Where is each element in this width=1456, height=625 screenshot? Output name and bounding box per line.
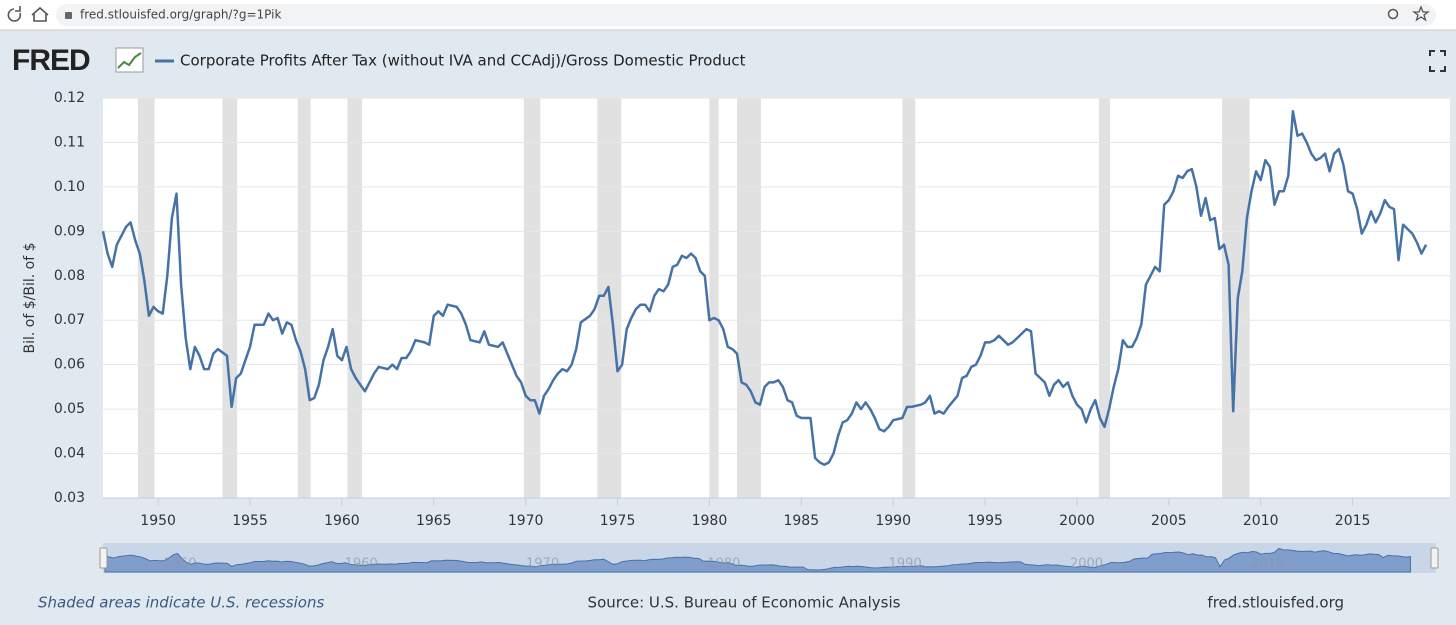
x-tick-label: 1975 xyxy=(600,513,636,529)
navigator-tick-label: 1980 xyxy=(707,557,740,572)
x-tick-label: 1970 xyxy=(508,513,544,529)
navigator-area xyxy=(104,547,1411,573)
recession-band xyxy=(902,98,916,498)
y-tick-label: 0.11 xyxy=(54,134,85,150)
navigator-tick-label: 1990 xyxy=(889,557,922,572)
navigator-tick-label: 2010 xyxy=(1251,557,1284,572)
navigator-tick-label: 2000 xyxy=(1070,557,1103,572)
footer-note: Shaded areas indicate U.S. recessions xyxy=(38,594,324,612)
footer-site[interactable]: fred.stlouisfed.org xyxy=(1207,594,1344,612)
y-tick-label: 0.03 xyxy=(54,490,85,506)
x-tick-label: 1990 xyxy=(875,513,911,529)
recession-band xyxy=(297,98,311,498)
recession-band xyxy=(1099,98,1111,498)
y-tick-label: 0.09 xyxy=(54,223,85,239)
footer-source: Source: U.S. Bureau of Economic Analysis xyxy=(588,594,901,612)
legend-label: Corporate Profits After Tax (without IVA… xyxy=(180,52,746,70)
x-tick-label: 1960 xyxy=(324,513,360,529)
x-tick-label: 2005 xyxy=(1151,513,1187,529)
fullscreen-icon[interactable] xyxy=(1429,50,1446,72)
x-tick-label: 1995 xyxy=(967,513,1003,529)
x-tick-label: 1980 xyxy=(692,513,728,529)
x-tick-label: 1955 xyxy=(232,513,268,529)
recession-band xyxy=(736,98,761,498)
recession-band xyxy=(523,98,541,498)
home-icon[interactable] xyxy=(31,6,49,22)
x-tick-label: 2015 xyxy=(1335,513,1371,529)
y-tick-label: 0.08 xyxy=(54,268,85,284)
x-tick-label: 2010 xyxy=(1243,513,1279,529)
recession-band xyxy=(347,98,363,498)
reload-icon[interactable] xyxy=(7,6,22,22)
y-tick-label: 0.12 xyxy=(54,90,85,106)
url: fred.stlouisfed.org/graph/?g=1Pik xyxy=(80,8,281,22)
address-bar[interactable] xyxy=(56,4,1436,26)
zoom-icon[interactable] xyxy=(1387,8,1399,20)
y-axis-label: Bil. of $/Bil. of $ xyxy=(22,243,38,354)
x-tick-label: 1985 xyxy=(783,513,819,529)
x-tick-label: 1950 xyxy=(140,513,176,529)
navigator-tick-label: 1950 xyxy=(163,557,196,572)
x-tick-label: 2000 xyxy=(1059,513,1095,529)
lock-icon xyxy=(65,12,72,19)
y-tick-label: 0.04 xyxy=(54,446,85,462)
y-tick-label: 0.10 xyxy=(54,179,85,195)
recession-band xyxy=(1222,98,1250,498)
logo-icon xyxy=(115,47,144,73)
recession-band xyxy=(222,98,238,498)
series-line xyxy=(101,110,1428,466)
navigator-tick-label: 1960 xyxy=(345,557,378,572)
bookmark-icon[interactable] xyxy=(1412,5,1430,22)
y-tick-label: 0.06 xyxy=(54,357,85,373)
navigator-tick-label: 1970 xyxy=(526,557,559,572)
navigator-handle[interactable] xyxy=(99,547,108,569)
x-tick-label: 1965 xyxy=(416,513,452,529)
logo: FRED xyxy=(12,44,90,77)
y-tick-label: 0.07 xyxy=(54,312,85,328)
recession-band xyxy=(709,98,719,498)
logo-graph xyxy=(117,52,142,69)
y-tick-label: 0.05 xyxy=(54,401,85,417)
navigator-handle[interactable] xyxy=(1430,547,1439,569)
